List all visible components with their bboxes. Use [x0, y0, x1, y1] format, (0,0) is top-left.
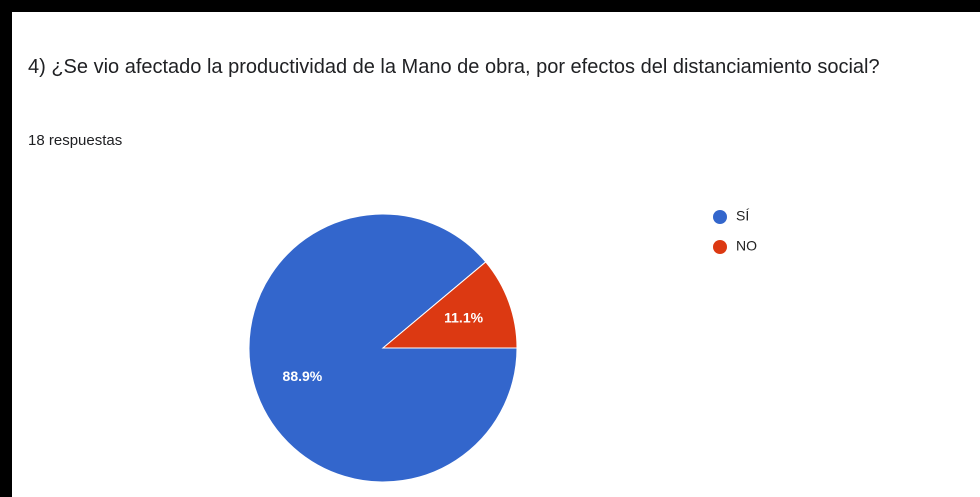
pie-slice — [381, 261, 518, 349]
legend-label: SÍ — [736, 208, 749, 224]
slice-label: 88.9% — [283, 368, 323, 384]
slice-label: 11.1% — [444, 309, 483, 325]
chart: 88.9% 11.1% SÍ NO — [248, 208, 757, 483]
response-count: 18 respuestas — [28, 132, 123, 149]
panel: 4) ¿Se vio afectado la productividad de … — [12, 12, 980, 497]
legend-swatch — [713, 240, 727, 254]
chart-title: 4) ¿Se vio afectado la productividad de … — [28, 56, 880, 78]
legend-swatch — [713, 210, 727, 224]
legend-label: NO — [736, 238, 757, 254]
